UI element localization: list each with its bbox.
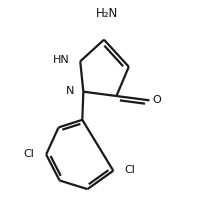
Text: Cl: Cl: [23, 149, 34, 159]
Text: O: O: [152, 95, 161, 105]
Text: N: N: [66, 86, 74, 96]
Text: Cl: Cl: [125, 165, 136, 175]
Text: H₂N: H₂N: [96, 7, 118, 20]
Text: HN: HN: [53, 55, 70, 65]
